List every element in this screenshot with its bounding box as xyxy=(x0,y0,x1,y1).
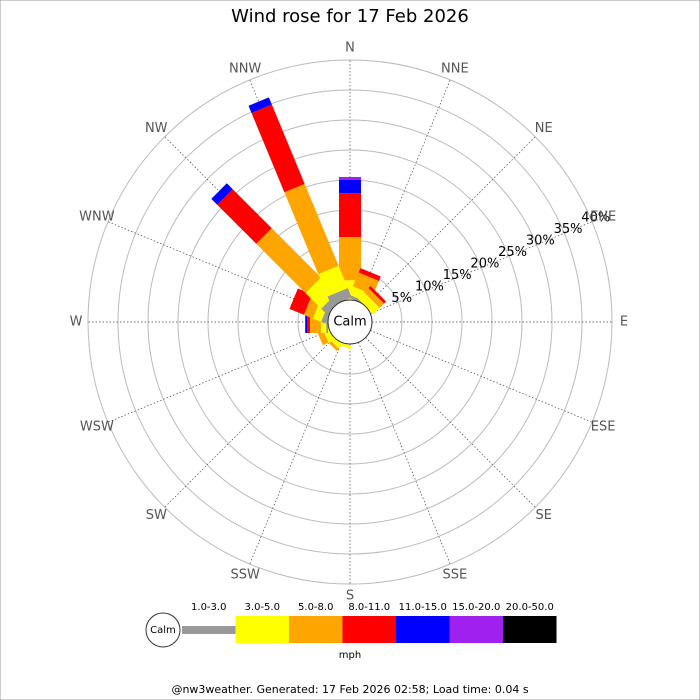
bar-segment xyxy=(289,288,313,315)
bar-segment xyxy=(256,228,322,294)
bar-segment xyxy=(327,288,352,306)
calm-label: Calm xyxy=(333,315,366,330)
direction-label: S xyxy=(346,589,354,604)
bar-segment xyxy=(318,265,348,297)
legend-swatch xyxy=(182,626,236,634)
legend-label: 8.0-11.0 xyxy=(348,602,390,613)
bar-segment xyxy=(251,104,305,193)
direction-label: WNW xyxy=(79,210,115,225)
legend-label: 1.0-3.0 xyxy=(191,602,226,613)
legend-swatch xyxy=(503,616,557,643)
bar-segment xyxy=(357,292,380,315)
legend-label: 3.0-5.0 xyxy=(245,602,280,613)
direction-label: W xyxy=(70,315,83,330)
chart-title: Wind rose for 17 Feb 2026 xyxy=(231,6,469,27)
calm-circle xyxy=(327,299,373,345)
footer: @nw3weather. Generated: 17 Feb 2026 02:5… xyxy=(171,683,528,696)
spoke xyxy=(107,330,330,423)
r-tick-label: 40% xyxy=(581,211,610,226)
spoke xyxy=(365,136,536,307)
spoke xyxy=(107,221,330,314)
legend-swatch xyxy=(449,616,503,643)
r-tick-label: 5% xyxy=(391,291,412,306)
r-tick-label: 25% xyxy=(498,245,527,260)
direction-label: E xyxy=(620,315,628,330)
r-tick-label: 20% xyxy=(470,257,499,272)
spoke xyxy=(249,342,342,565)
bar-segment xyxy=(364,288,384,308)
legend-unit: mph xyxy=(339,650,361,661)
direction-label: NE xyxy=(535,121,553,136)
direction-label: SW xyxy=(146,508,167,523)
legend-swatch xyxy=(289,616,343,643)
bar-segment xyxy=(339,180,361,194)
bar-segment xyxy=(339,177,361,180)
spoke xyxy=(365,337,536,508)
legend-label: 11.0-15.0 xyxy=(399,602,447,613)
direction-label: N xyxy=(345,41,355,56)
bar-segment xyxy=(368,285,387,304)
bar-segment xyxy=(211,183,233,205)
r-tick-label: 30% xyxy=(526,234,555,249)
bar-segment xyxy=(339,237,361,281)
direction-label: NNE xyxy=(441,61,469,76)
direction-label: NW xyxy=(145,121,168,136)
grid-ring xyxy=(87,59,613,585)
r-tick-label: 35% xyxy=(554,222,583,237)
spoke xyxy=(370,330,593,423)
legend-label: 5.0-8.0 xyxy=(298,602,333,613)
spoke xyxy=(370,221,593,314)
bar-segment xyxy=(339,193,361,237)
r-tick-label: 15% xyxy=(443,268,472,283)
bar-segment xyxy=(284,183,339,275)
legend-swatch xyxy=(342,616,396,643)
legend-swatch xyxy=(396,616,450,643)
legend-swatch xyxy=(235,616,289,643)
direction-label: SSW xyxy=(230,568,260,583)
legend-calm-circle xyxy=(145,612,181,648)
spoke xyxy=(358,79,451,302)
direction-label: SE xyxy=(536,508,552,523)
spoke xyxy=(164,337,335,508)
direction-label: SSE xyxy=(442,568,467,583)
direction-label: ESE xyxy=(591,419,616,434)
spoke xyxy=(358,342,451,565)
grid-ring xyxy=(177,149,523,495)
r-tick-label: 10% xyxy=(415,280,444,295)
bar-segment xyxy=(305,277,337,309)
direction-label: NNW xyxy=(229,61,261,76)
direction-label: WSW xyxy=(80,419,114,434)
bar-segment xyxy=(358,268,381,281)
bar-segment xyxy=(305,311,307,333)
bar-segment xyxy=(248,97,272,113)
legend-label: 15.0-20.0 xyxy=(452,602,500,613)
legend-calm-label: Calm xyxy=(150,625,176,636)
direction-label: ENE xyxy=(590,210,616,225)
legend-label: 20.0-50.0 xyxy=(506,602,554,613)
bar-segment xyxy=(217,189,272,244)
